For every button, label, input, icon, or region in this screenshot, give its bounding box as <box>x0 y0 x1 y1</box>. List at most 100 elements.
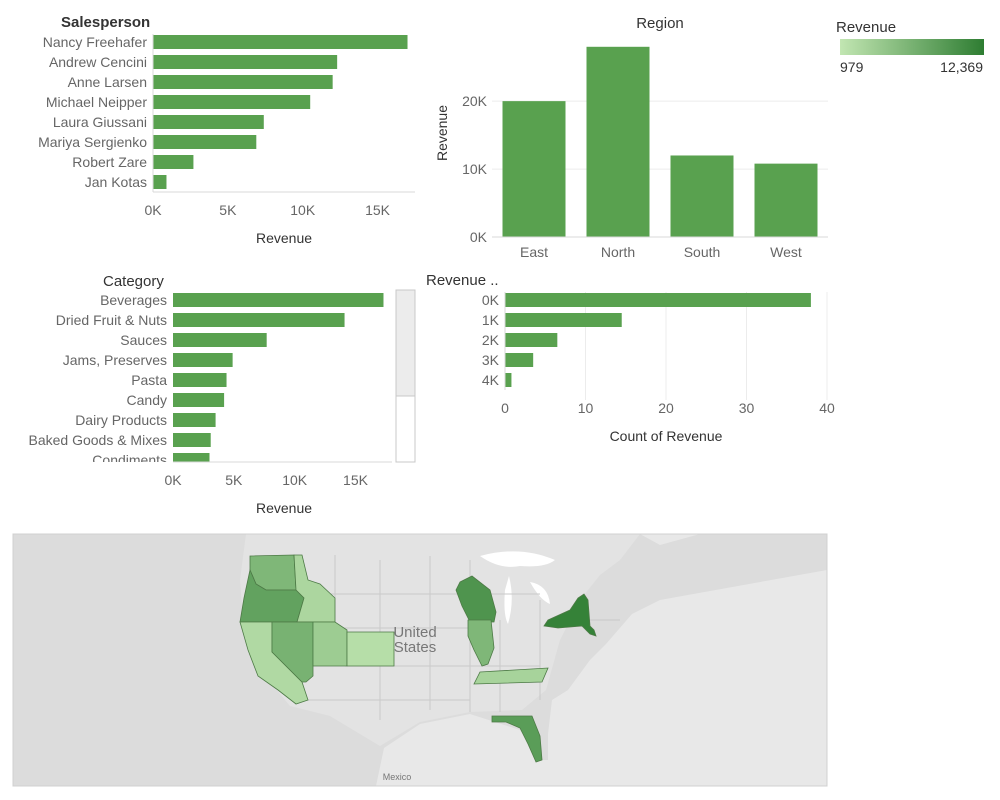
region-bar[interactable] <box>754 163 818 237</box>
ct-bar[interactable] <box>173 373 227 387</box>
ct-bar[interactable] <box>173 353 233 367</box>
ct-bar[interactable] <box>173 293 384 307</box>
ct-bar[interactable] <box>173 433 211 447</box>
hs-x-tick-label: 20 <box>658 400 674 416</box>
ct-category-label: Pasta <box>131 372 167 388</box>
sp-bar[interactable] <box>153 175 167 189</box>
map-state-tennessee[interactable] <box>473 667 549 685</box>
ct-category-label: Jams, Preserves <box>63 352 167 368</box>
sp-bar[interactable] <box>153 115 264 129</box>
hs-bar[interactable] <box>505 293 811 307</box>
map-state-florida[interactable] <box>491 715 543 763</box>
revenue-color-legend: Revenue 979 12,369 <box>836 19 984 75</box>
sp-category-label: Robert Zare <box>72 154 147 170</box>
region-chart: Region 0K 10K 20K East North South West Reven… <box>434 15 828 260</box>
hs-x-tick-label: 30 <box>739 400 755 416</box>
sp-bar[interactable] <box>153 75 333 89</box>
region-category-label: South <box>684 244 721 260</box>
salesperson-x-axis-title: Revenue <box>256 230 312 246</box>
ct-bar[interactable] <box>173 413 216 427</box>
ct-bar[interactable] <box>173 313 345 327</box>
hs-bar[interactable] <box>505 313 622 327</box>
map-state-idaho[interactable] <box>293 554 336 623</box>
map-state-wisconsin[interactable] <box>455 575 497 623</box>
legend-min-label: 979 <box>840 59 864 75</box>
hs-category-label: 3K <box>482 352 500 368</box>
hs-category-label: 1K <box>482 312 500 328</box>
sp-bar[interactable] <box>153 155 194 169</box>
lake-michigan <box>504 576 512 624</box>
ct-x-tick-label: 15K <box>343 472 369 488</box>
sp-bar[interactable] <box>153 35 408 49</box>
us-revenue-map[interactable]: United States Mexico <box>12 533 828 787</box>
map-state-illinois[interactable] <box>467 619 495 667</box>
map-frame <box>12 533 828 787</box>
hs-category-label: 0K <box>482 292 500 308</box>
hs-bar[interactable] <box>505 353 534 367</box>
sp-bar[interactable] <box>153 135 257 149</box>
sp-x-tick-label: 0K <box>144 202 162 218</box>
sp-category-label: Andrew Cencini <box>49 54 147 70</box>
ct-category-label: Sauces <box>120 332 167 348</box>
region-category-label: West <box>770 244 802 260</box>
hs-bar[interactable] <box>505 373 512 387</box>
region-y-tick-label: 10K <box>462 161 488 177</box>
ct-category-label: Dairy Products <box>75 412 167 428</box>
category-title: Category <box>103 273 164 290</box>
salesperson-chart: Salesperson Nancy Freehafer Andrew Cencin… <box>38 14 415 246</box>
map-label-mexico: Mexico <box>383 772 412 782</box>
ct-x-tick-label: 0K <box>164 472 182 488</box>
hs-x-tick-label: 10 <box>578 400 594 416</box>
hs-category-label: 2K <box>482 332 500 348</box>
ct-bar[interactable] <box>173 333 267 347</box>
sp-category-label: Michael Neipper <box>46 94 147 110</box>
region-category-label: North <box>601 244 635 260</box>
sp-category-label: Mariya Sergienko <box>38 134 147 150</box>
sp-category-label: Anne Larsen <box>68 74 147 90</box>
region-bar[interactable] <box>586 46 650 237</box>
legend-gradient-bar <box>840 39 984 55</box>
ct-category-label: Candy <box>127 392 167 408</box>
sp-x-tick-label: 10K <box>290 202 316 218</box>
region-title: Region <box>636 15 684 32</box>
ct-category-label: Baked Goods & Mixes <box>28 432 167 448</box>
hs-x-tick-label: 40 <box>819 400 835 416</box>
ct-x-tick-label: 10K <box>282 472 308 488</box>
histogram-title: Revenue .. <box>426 272 499 289</box>
map-state-new-york[interactable] <box>543 593 597 637</box>
legend-max-label: 12,369 <box>940 59 983 75</box>
hs-bar[interactable] <box>505 333 558 347</box>
sp-x-tick-label: 15K <box>365 202 391 218</box>
region-category-label: East <box>520 244 548 260</box>
region-y-tick-label: 0K <box>470 229 488 245</box>
histogram-x-axis-title: Count of Revenue <box>610 428 723 444</box>
sp-bar[interactable] <box>153 55 338 69</box>
region-bar[interactable] <box>502 101 566 237</box>
ct-category-label: Beverages <box>100 292 167 308</box>
region-bar[interactable] <box>670 155 734 237</box>
map-label-united: United <box>393 624 436 641</box>
ct-x-tick-label: 5K <box>225 472 243 488</box>
ct-category-label: Condiments <box>92 452 167 468</box>
map-state-colorado[interactable] <box>346 631 395 667</box>
ct-bar[interactable] <box>173 393 225 407</box>
lake-huron <box>530 582 550 604</box>
map-label-states: States <box>394 639 437 656</box>
category-scrollbar-thumb[interactable] <box>395 289 416 397</box>
sp-category-label: Jan Kotas <box>85 174 147 190</box>
region-y-tick-label: 20K <box>462 93 488 109</box>
category-x-axis-title: Revenue <box>256 500 312 516</box>
salesperson-title: Salesperson <box>61 14 150 31</box>
region-y-axis-title: Revenue <box>434 105 450 161</box>
revenue-histogram-chart: Revenue .. 0K 1K 2K 3K 4K 0 10 20 30 40 Count of… <box>426 272 835 444</box>
ct-bar[interactable] <box>173 453 210 467</box>
sp-x-tick-label: 5K <box>219 202 237 218</box>
category-chart: Category Beverages Dried Fruit & Nuts Sauc… <box>28 273 416 516</box>
sp-category-label: Laura Giussani <box>53 114 147 130</box>
hs-category-label: 4K <box>482 372 500 388</box>
map-state-utah[interactable] <box>312 621 348 667</box>
sp-bar[interactable] <box>153 95 311 109</box>
hs-x-tick-label: 0 <box>501 400 509 416</box>
lake-superior <box>480 551 555 567</box>
